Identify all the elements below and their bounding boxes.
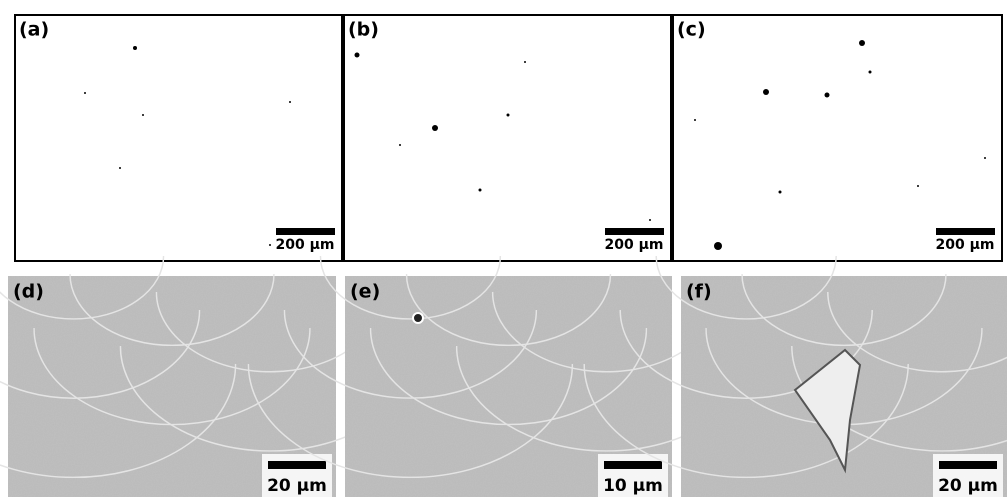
figure: (a) 200 μm (b) 200 μm (c) 200 μm (d) 20 μm (e) 10… [0,0,1007,497]
scale-bar-label: 200 μm [276,237,335,253]
scale-bar-label: 20 μm [938,476,998,496]
defect-spot [507,114,510,117]
scale-bar [604,461,662,469]
panel-frame [344,15,671,261]
panel: (a) 200 μm [15,15,342,261]
panel-label: (b) [348,19,379,41]
panel-frame [15,15,342,261]
defect-spot [269,244,271,246]
defect-spot [763,89,769,95]
defect-spot [869,71,872,74]
defect-spot [289,101,291,103]
panel-label: (d) [13,281,44,303]
scale-bar-label: 200 μm [605,237,664,253]
defect-spot [825,93,830,98]
defect-spot [355,53,360,58]
defect-spot [714,242,722,250]
defect-spot [84,92,86,94]
defect-spot [859,40,865,46]
defect-spot [399,144,401,146]
defect-spot [142,114,144,116]
scale-bar [936,228,995,235]
scale-bar [605,228,664,235]
pore [413,313,423,323]
defect-spot [984,157,986,159]
defect-spot [119,167,121,169]
defect-spot [479,189,482,192]
scale-bar-label: 10 μm [603,476,663,496]
panel: (b) 200 μm [344,15,671,261]
defect-spot [917,185,919,187]
panel-frame [673,15,1002,261]
scale-bar-label: 200 μm [936,237,995,253]
panel: (c) 200 μm [673,15,1002,261]
defect-spot [694,119,696,121]
defect-spot [524,61,526,63]
defect-spot [649,219,651,221]
defect-spot [432,125,438,131]
scale-bar [276,228,335,235]
scale-bar-label: 20 μm [267,476,327,496]
defect-spot [133,46,137,50]
panel-label: (a) [19,19,49,41]
panel-label: (e) [350,281,380,303]
defect-spot [779,191,782,194]
panel-label: (f) [686,281,712,303]
panel-label: (c) [677,19,706,41]
scale-bar [268,461,326,469]
scale-bar [939,461,997,469]
